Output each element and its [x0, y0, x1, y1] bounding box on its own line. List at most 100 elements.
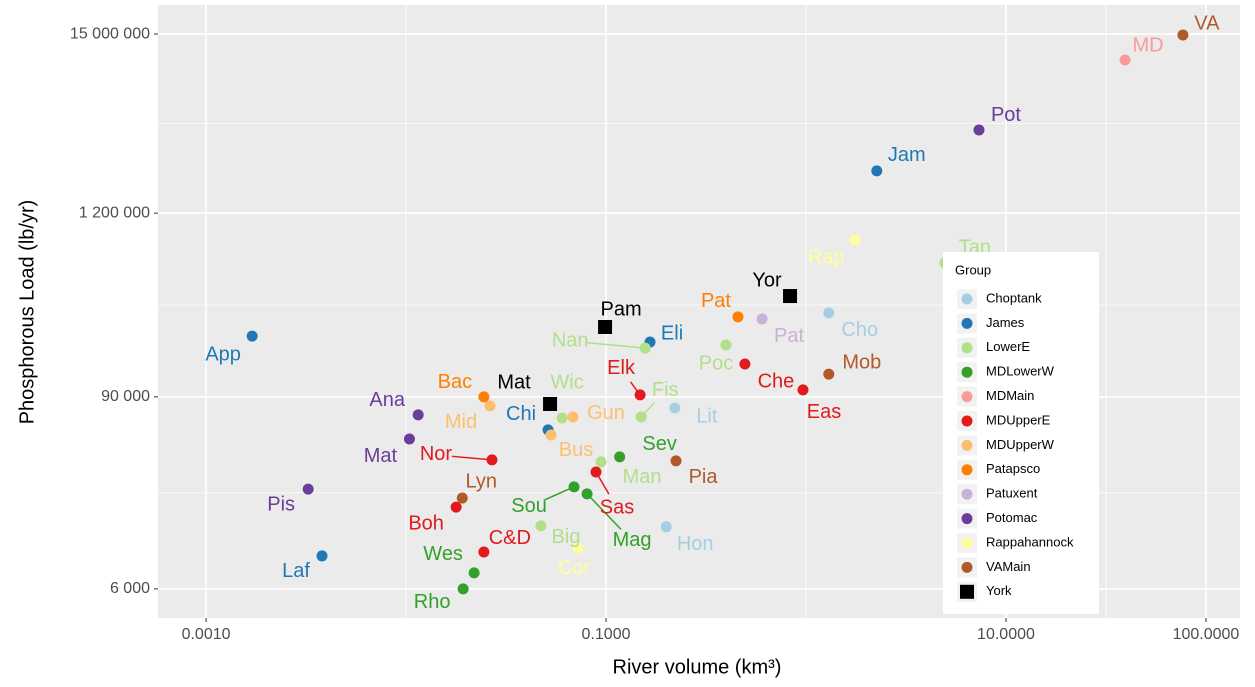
- legend-label: James: [986, 315, 1025, 330]
- point: [595, 456, 607, 468]
- point-label: Che: [758, 370, 795, 392]
- point: [484, 400, 496, 412]
- point: [567, 411, 579, 423]
- legend-symbol: [961, 366, 973, 378]
- point-label: VA: [1194, 12, 1220, 34]
- point: [797, 384, 809, 396]
- point: [1177, 29, 1189, 41]
- point-label: Lit: [696, 405, 718, 427]
- point-label: Boh: [408, 512, 444, 534]
- point: [543, 396, 558, 411]
- point: [849, 234, 861, 246]
- point-label: Gun: [587, 402, 625, 424]
- point-label: Chi: [506, 403, 536, 425]
- x-tick-label: 100.0000: [1173, 626, 1240, 643]
- point: [823, 307, 835, 319]
- point-label: Yor: [752, 269, 782, 291]
- legend-symbol: [961, 293, 973, 305]
- point-label: Wic: [550, 371, 583, 393]
- point-label: Pat: [701, 290, 731, 312]
- point: [478, 391, 490, 403]
- x-tick-label: 10.0000: [977, 626, 1035, 643]
- legend-symbol: [961, 561, 973, 573]
- legend-label: MDMain: [986, 388, 1034, 403]
- label-connector: [451, 455, 493, 461]
- legend-symbol: [961, 439, 973, 451]
- label-connector: [586, 341, 646, 349]
- point-label: Pam: [600, 298, 641, 320]
- y-axis-title: Phosphorous Load (lb/yr): [16, 200, 38, 425]
- point-label: Pot: [991, 104, 1021, 126]
- legend-symbol: [961, 391, 973, 403]
- label-connector: [595, 471, 610, 495]
- point: [1119, 54, 1131, 66]
- point: [316, 550, 328, 562]
- point-label: Nor: [420, 443, 453, 465]
- point-label: Cor: [558, 557, 591, 579]
- point: [246, 330, 258, 342]
- point: [756, 313, 768, 325]
- point-label: Pis: [267, 493, 295, 515]
- point: [302, 483, 314, 495]
- y-tick-label: 6 000: [110, 580, 150, 597]
- point-label: Mat: [497, 371, 531, 393]
- point: [614, 451, 626, 463]
- point-label: MD: [1133, 34, 1164, 56]
- legend-label: LowerE: [986, 339, 1030, 354]
- point: [598, 320, 613, 335]
- x-tick-label: 0.0010: [182, 626, 231, 643]
- point-label: Jam: [888, 144, 926, 166]
- point: [456, 492, 468, 504]
- point-label: Fis: [652, 379, 679, 401]
- point: [739, 358, 751, 370]
- legend-label: Rappahannock: [986, 534, 1074, 549]
- point: [973, 124, 985, 136]
- point: [478, 546, 490, 558]
- label-connector: [543, 486, 575, 502]
- point: [572, 542, 584, 554]
- y-tick-label: 15 000 000: [70, 25, 150, 42]
- point-label: Cho: [841, 319, 878, 341]
- legend-symbol: [961, 513, 973, 525]
- point-labels: ChoLitHonJamEliChiLafAppTanNanPocFisWicM…: [205, 12, 1220, 613]
- label-connector: [640, 402, 655, 418]
- point-label: Sas: [600, 496, 634, 518]
- point: [720, 339, 732, 351]
- point-label: Wes: [423, 543, 463, 565]
- legend-box: [943, 252, 1099, 614]
- label-connector: [586, 493, 622, 530]
- legend-label: Potomac: [986, 510, 1038, 525]
- legend-label: Choptank: [986, 290, 1042, 305]
- label-connector: [629, 381, 641, 396]
- point-label: Rho: [414, 591, 451, 613]
- point-label: Pat: [774, 325, 804, 347]
- point-label: Sev: [642, 433, 676, 455]
- point: [403, 433, 415, 445]
- point-label: Elk: [607, 357, 636, 379]
- point-label: Big: [552, 526, 581, 548]
- point-label: Bus: [559, 439, 593, 461]
- legend-label: Patapsco: [986, 461, 1040, 476]
- legend-symbol: [961, 415, 973, 427]
- point: [732, 311, 744, 323]
- point-label: Nan: [552, 329, 589, 351]
- point-label: Lyn: [465, 470, 497, 492]
- point-label: Rap: [808, 246, 845, 268]
- point: [823, 368, 835, 380]
- legend-symbol: [961, 342, 973, 354]
- legend-label: VAMain: [986, 559, 1031, 574]
- point: [556, 412, 568, 424]
- point: [669, 402, 681, 414]
- legend-title: Group: [955, 262, 991, 277]
- point: [450, 501, 462, 513]
- point-label: Eli: [661, 322, 683, 344]
- point-label: Mag: [613, 529, 652, 551]
- point-label: Bac: [438, 371, 472, 393]
- legend-label: York: [986, 583, 1012, 598]
- legend-label: Patuxent: [986, 486, 1038, 501]
- legend: Group Choptank James LowerE MDLowerW MDMain MD…: [943, 252, 1099, 614]
- point-label: Mid: [445, 411, 477, 433]
- legend-symbol: [961, 317, 973, 329]
